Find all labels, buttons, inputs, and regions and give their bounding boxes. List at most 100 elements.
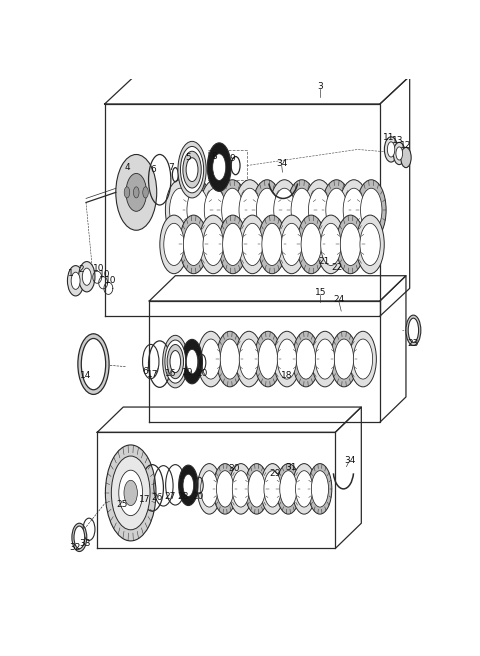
Ellipse shape: [276, 464, 300, 514]
Ellipse shape: [183, 152, 201, 188]
Ellipse shape: [235, 180, 264, 240]
Ellipse shape: [384, 137, 398, 162]
Text: 34: 34: [276, 159, 288, 168]
Ellipse shape: [183, 474, 193, 497]
Text: 20: 20: [196, 369, 208, 379]
Ellipse shape: [213, 464, 237, 514]
Ellipse shape: [169, 188, 191, 232]
Ellipse shape: [248, 471, 265, 507]
Text: 16: 16: [165, 369, 177, 379]
Text: 31: 31: [285, 463, 296, 472]
Ellipse shape: [264, 471, 281, 507]
Ellipse shape: [201, 471, 218, 507]
Ellipse shape: [178, 141, 206, 198]
Ellipse shape: [387, 142, 395, 157]
Text: 33: 33: [80, 539, 91, 548]
Text: 2: 2: [79, 265, 84, 274]
Ellipse shape: [217, 180, 247, 240]
Ellipse shape: [401, 148, 411, 168]
Ellipse shape: [274, 188, 295, 232]
Ellipse shape: [356, 180, 386, 240]
Ellipse shape: [199, 215, 228, 274]
Ellipse shape: [239, 188, 261, 232]
Ellipse shape: [356, 215, 384, 274]
Text: 25: 25: [117, 499, 128, 508]
Ellipse shape: [236, 331, 262, 387]
Ellipse shape: [326, 188, 347, 232]
Ellipse shape: [79, 262, 95, 292]
Text: 19: 19: [181, 368, 193, 377]
Ellipse shape: [166, 180, 195, 240]
Text: 32: 32: [69, 543, 81, 552]
Text: 23: 23: [408, 339, 419, 348]
Ellipse shape: [201, 339, 220, 379]
Ellipse shape: [408, 318, 419, 342]
Ellipse shape: [242, 223, 263, 266]
Ellipse shape: [181, 339, 203, 384]
Ellipse shape: [312, 471, 328, 507]
Ellipse shape: [232, 471, 250, 507]
Ellipse shape: [315, 339, 335, 379]
Ellipse shape: [270, 180, 300, 240]
Text: 17: 17: [147, 370, 159, 379]
Ellipse shape: [291, 188, 312, 232]
Text: 34: 34: [345, 455, 356, 464]
Ellipse shape: [254, 331, 281, 387]
Text: 3: 3: [318, 82, 323, 91]
Ellipse shape: [167, 344, 183, 379]
Text: 30: 30: [228, 464, 240, 473]
Text: 21: 21: [318, 257, 330, 266]
Ellipse shape: [277, 339, 297, 379]
Ellipse shape: [203, 223, 223, 266]
Text: 29: 29: [269, 469, 281, 478]
Ellipse shape: [312, 331, 338, 387]
Ellipse shape: [111, 456, 150, 530]
Text: 27: 27: [164, 493, 175, 501]
Ellipse shape: [213, 154, 226, 180]
Text: 22: 22: [332, 263, 343, 272]
Ellipse shape: [262, 223, 282, 266]
Ellipse shape: [406, 315, 421, 346]
Ellipse shape: [183, 180, 213, 240]
Text: 26: 26: [151, 493, 162, 502]
Ellipse shape: [81, 338, 106, 390]
Ellipse shape: [124, 187, 130, 198]
Ellipse shape: [360, 223, 380, 266]
Ellipse shape: [165, 340, 186, 383]
Ellipse shape: [216, 471, 234, 507]
Text: 8: 8: [212, 152, 217, 161]
Ellipse shape: [74, 526, 84, 548]
Text: 14: 14: [80, 371, 92, 380]
Ellipse shape: [83, 268, 91, 285]
Ellipse shape: [331, 331, 357, 387]
Ellipse shape: [292, 331, 319, 387]
Ellipse shape: [219, 215, 247, 274]
Text: 20: 20: [192, 493, 204, 501]
Ellipse shape: [197, 464, 221, 514]
Ellipse shape: [280, 471, 297, 507]
Ellipse shape: [179, 465, 198, 506]
Ellipse shape: [261, 464, 285, 514]
Ellipse shape: [71, 272, 80, 289]
Text: 11: 11: [383, 133, 395, 142]
Ellipse shape: [133, 187, 139, 198]
Ellipse shape: [200, 180, 230, 240]
Ellipse shape: [180, 146, 204, 193]
Text: 24: 24: [334, 295, 345, 304]
Ellipse shape: [322, 180, 351, 240]
Text: 6: 6: [142, 367, 148, 376]
Text: 12: 12: [399, 141, 411, 150]
Ellipse shape: [308, 464, 332, 514]
Ellipse shape: [126, 173, 146, 211]
Ellipse shape: [197, 331, 224, 387]
Ellipse shape: [187, 188, 208, 232]
Ellipse shape: [163, 335, 188, 388]
Ellipse shape: [252, 180, 282, 240]
Ellipse shape: [340, 223, 360, 266]
Ellipse shape: [238, 215, 266, 274]
Text: 18: 18: [281, 371, 293, 380]
Ellipse shape: [170, 350, 180, 373]
Text: 17: 17: [139, 495, 151, 504]
Text: 13: 13: [392, 136, 403, 146]
Ellipse shape: [334, 339, 354, 379]
